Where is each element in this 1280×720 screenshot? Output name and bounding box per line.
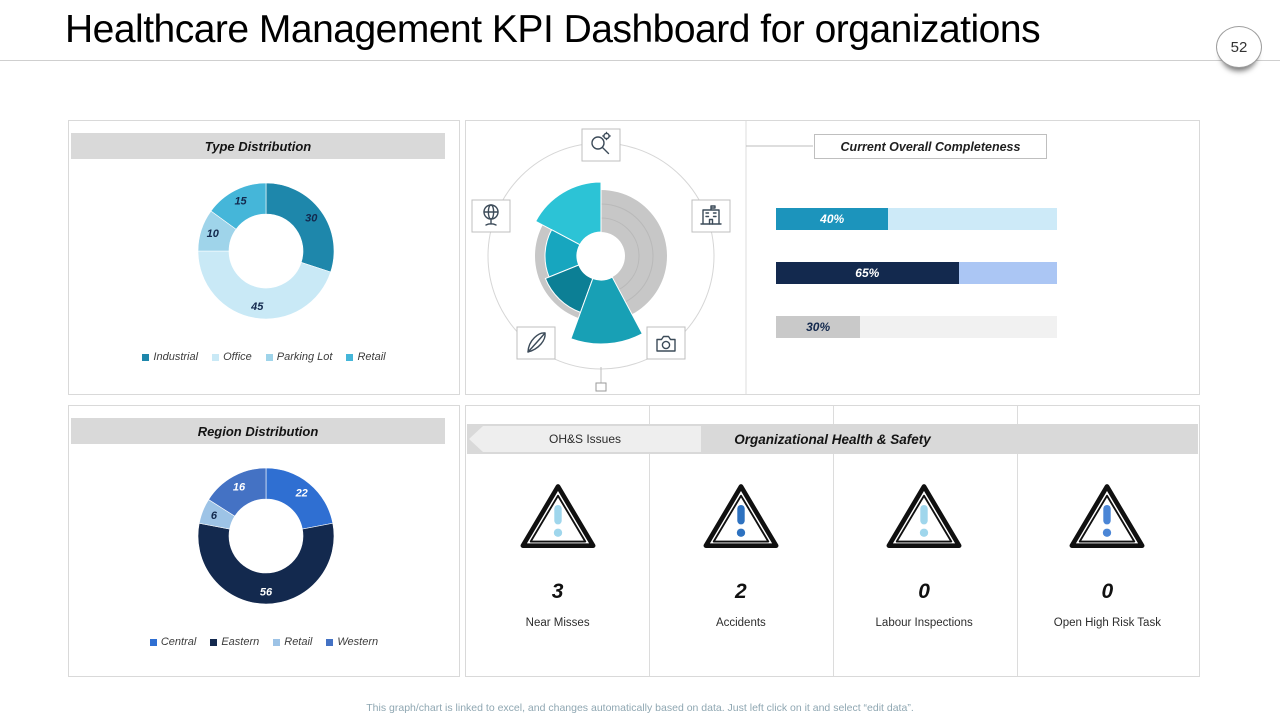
building-icon [691,199,731,233]
stat-value: 0 [1101,580,1114,603]
legend-item: Western [326,636,378,648]
legend-swatch-icon [212,353,220,361]
type-distribution-title: Type Distribution [204,138,312,154]
slice-value-label: 45 [250,301,264,313]
bar-fill: 40% [776,208,889,230]
bar-value-label: 65% [855,266,880,280]
legend-swatch-icon [265,353,273,361]
donut-slice[interactable] [197,522,335,605]
column-divider [1017,406,1018,676]
region-distribution-panel: Region Distribution 22 56 6 16 Central Easte… [68,405,460,677]
slice-value-label: 30 [305,213,318,225]
legend-swatch-icon [273,638,281,646]
legend-swatch-icon [142,353,150,361]
column-divider [649,406,650,676]
camera-icon [646,326,686,360]
legend-label: Parking Lot [276,351,333,363]
radial-segment[interactable] [544,264,594,314]
legend-swatch-icon [326,638,334,646]
region-distribution-legend: Central Eastern Retail Western [69,636,459,648]
legend-label: Central [160,636,197,648]
footer-note: This graph/chart is linked to excel, and… [366,702,914,714]
donut-slice[interactable] [208,467,267,517]
legend-label: Eastern [221,636,260,648]
stat-value: 2 [735,580,747,603]
legend-item: Industrial [142,351,198,363]
completeness-panel: Current Overall Completeness 40% 65% 30% [465,120,1200,395]
legend-swatch-icon [210,638,218,646]
page-title: Healthcare Management KPI Dashboard for … [65,8,1041,51]
stat-label: Accidents [715,617,766,629]
ohs-stat-card-accidents: 2 Accidents [649,474,832,676]
legend-item: Parking Lot [265,351,333,363]
completeness-title: Current Overall Completeness [840,139,1021,154]
legend-item: Retail [346,351,386,363]
completeness-title-box: Current Overall Completeness [814,134,1047,159]
legend-label: Retail [284,636,313,648]
stat-label: Labour Inspections [875,617,973,629]
radial-segment[interactable] [534,181,602,246]
type-distribution-header: Type Distribution [71,133,445,159]
slice-value-label: 10 [207,228,220,240]
legend-swatch-icon [346,353,354,361]
page-number: 52 [1230,38,1248,56]
title-divider [0,60,1280,61]
donut-slice[interactable] [197,250,332,320]
legend-item: Retail [273,636,312,648]
slice-value-label: 6 [211,510,218,522]
region-distribution-header: Region Distribution [71,418,445,444]
completeness-bar[interactable]: 30% [776,316,1057,338]
stat-value: 3 [551,580,564,603]
donut-slice[interactable] [210,182,267,230]
slice-value-label: 16 [233,481,246,493]
type-distribution-panel: Type Distribution 30 45 10 15 Industrial Off… [68,120,460,395]
ohs-stat-card-open-high-risk: 0 Open High Risk Task [1016,474,1199,676]
bar-value-label: 30% [806,320,831,334]
region-distribution-title: Region Distribution [197,423,319,439]
search-icon [581,128,621,162]
ohs-stats-row: 3 Near Misses 2 Accidents 0 Labour Inspe… [466,474,1199,676]
bar-fill: 65% [776,262,959,284]
radial-segment[interactable] [570,276,643,345]
ohs-header-bar: OH&S Issues Organizational Health & Safe… [467,424,1198,454]
stat-value: 0 [918,580,930,603]
ohs-issues-label: OH&S Issues [548,432,622,446]
legend-label: Industrial [153,351,199,363]
maturity-radial-chart[interactable] [466,121,1199,394]
bar-fill: 30% [776,316,861,338]
column-divider [833,406,834,676]
region-distribution-donut-chart[interactable]: 22 56 6 16 [181,451,351,621]
ohs-stat-card-near-misses: 3 Near Misses [466,474,649,676]
warning-triangle-icon [1069,484,1145,548]
slice-value-label: 56 [260,587,273,599]
completeness-bar[interactable]: 40% [776,208,1057,230]
completeness-bar-chart[interactable]: 40% 65% 30% [776,208,1057,370]
ohs-stat-card-labour-inspections: 0 Labour Inspections [833,474,1016,676]
stat-label: Open High Risk Task [1053,617,1161,629]
legend-label: Western [337,636,379,648]
warning-triangle-icon [703,484,779,548]
page-number-badge: 52 [1216,26,1262,68]
type-distribution-legend: Industrial Office Parking Lot Retail [69,351,459,363]
bar-value-label: 40% [820,212,845,226]
slice-value-label: 15 [234,196,247,208]
completeness-bar[interactable]: 65% [776,262,1057,284]
legend-item: Eastern [210,636,259,648]
type-distribution-donut-chart[interactable]: 30 45 10 15 [181,166,351,336]
radial-segment[interactable] [544,229,581,278]
ohs-issues-banner: OH&S Issues [469,426,701,452]
legend-swatch-icon [149,638,157,646]
legend-item: Office [212,351,252,363]
donut-slice[interactable] [265,182,335,273]
legend-label: Office [223,351,252,363]
leaf-icon [516,326,556,360]
legend-label: Retail [357,351,386,363]
stat-label: Near Misses [525,617,590,629]
warning-triangle-icon [520,484,596,548]
legend-item: Central [149,636,197,648]
warning-triangle-icon [886,484,962,548]
ohs-panel: OH&S Issues Organizational Health & Safe… [465,405,1200,677]
globe-icon [471,199,511,233]
slice-value-label: 22 [295,487,308,499]
